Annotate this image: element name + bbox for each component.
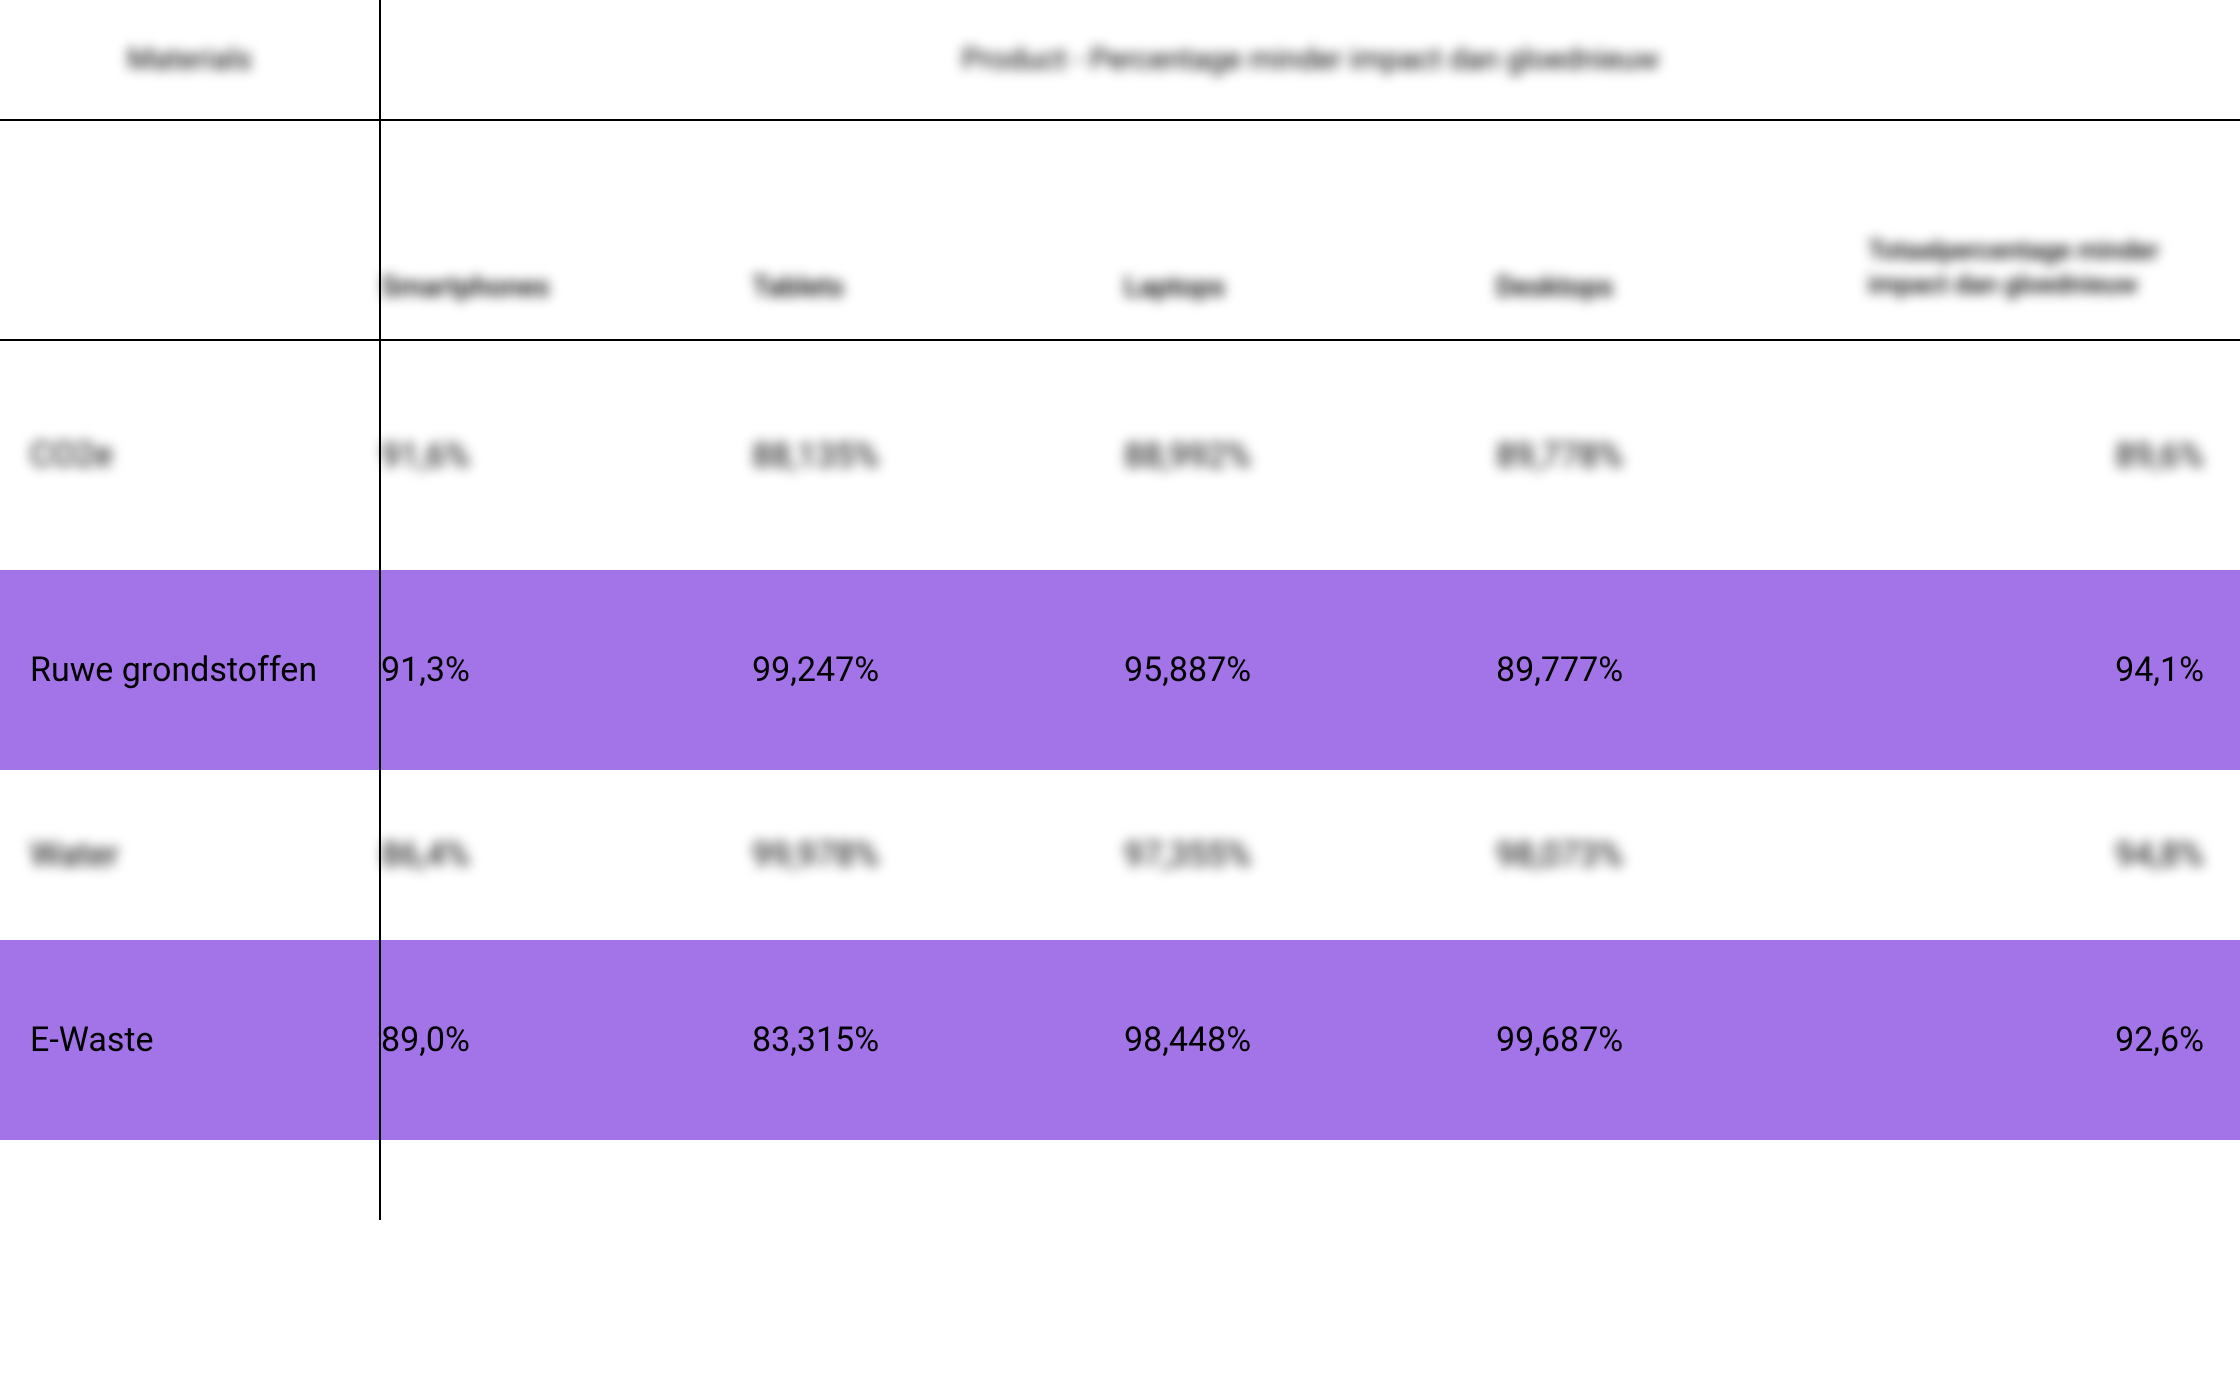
col-tablets: Tablets [752,120,1124,340]
cell: 98,448% [1124,940,1496,1140]
table-row: CO2e 91,6% 88,135% 88,992% 89,778% 89,6% [0,340,2240,570]
cell: 95,887% [1124,570,1496,770]
row-label-co2e: CO2e [0,340,380,570]
cell: 88,135% [752,340,1124,570]
header-product: Product - Percentage minder impact dan g… [380,0,2240,120]
cell: 99,687% [1496,940,1868,1140]
table-tail [0,1140,2240,1220]
cell: 89,0% [380,940,752,1140]
table-header-row-1: Materials Product - Percentage minder im… [0,0,2240,120]
col-total: Totaalpercentage minder impact dan gloed… [1868,120,2240,340]
cell: 89,778% [1496,340,1868,570]
impact-table-container: Materials Product - Percentage minder im… [0,0,2240,1220]
row-label-ewaste: E-Waste [0,940,380,1140]
tail-spacer [0,1140,380,1220]
cell: 99,978% [752,770,1124,940]
cell: 98,073% [1496,770,1868,940]
col-laptops: Laptops [1124,120,1496,340]
cell: 83,315% [752,940,1124,1140]
cell: 94,1% [1868,570,2240,770]
cell: 92,6% [1868,940,2240,1140]
header-materials: Materials [0,0,380,120]
table-header-row-2: Smartphones Tablets Laptops Desktops Tot… [0,120,2240,340]
col-smartphones: Smartphones [380,120,752,340]
tail-spacer [380,1140,2240,1220]
cell: 94,8% [1868,770,2240,940]
cell: 89,777% [1496,570,1868,770]
cell: 97,355% [1124,770,1496,940]
table-row: Ruwe grondstoffen 91,3% 99,247% 95,887% … [0,570,2240,770]
table-row: E-Waste 89,0% 83,315% 98,448% 99,687% 92… [0,940,2240,1140]
row-label-ruwe: Ruwe grondstoffen [0,570,380,770]
cell: 88,992% [1124,340,1496,570]
table-row: Water 86,4% 99,978% 97,355% 98,073% 94,8… [0,770,2240,940]
cell: 99,247% [752,570,1124,770]
col-desktops: Desktops [1496,120,1868,340]
cell: 91,6% [380,340,752,570]
cell: 86,4% [380,770,752,940]
row-label-water: Water [0,770,380,940]
impact-table: Materials Product - Percentage minder im… [0,0,2240,1220]
cell: 89,6% [1868,340,2240,570]
cell: 91,3% [380,570,752,770]
header-spacer [0,120,380,340]
